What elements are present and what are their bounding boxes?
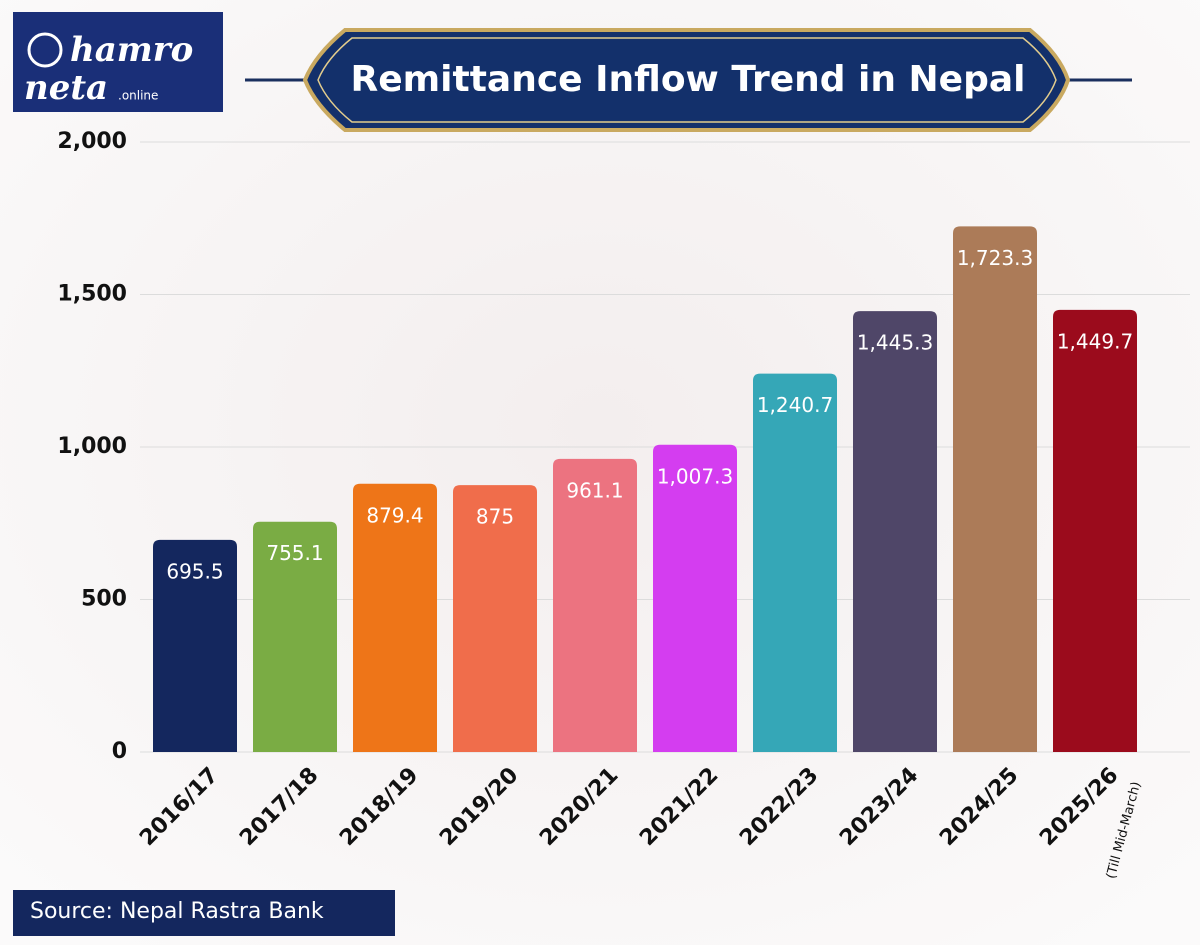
- logo-box: [13, 12, 223, 112]
- bar: [853, 311, 937, 752]
- value-label: 961.1: [566, 478, 623, 502]
- value-label: 1,007.3: [657, 464, 733, 488]
- bar: [1053, 309, 1137, 752]
- bar: [453, 485, 537, 752]
- value-label: 1,723.3: [957, 246, 1033, 270]
- value-label: 1,445.3: [857, 331, 933, 355]
- bar: [953, 226, 1037, 752]
- source: Source: Nepal Rastra Bank: [30, 899, 324, 924]
- value-label: 695.5: [166, 559, 223, 583]
- value-label: 879.4: [366, 503, 423, 527]
- y-tick-label: 1,000: [57, 434, 127, 459]
- bar: [753, 373, 837, 752]
- bar: [153, 539, 237, 752]
- chart-title: Remittance Inflow Trend in Nepal: [351, 59, 1026, 100]
- bar: [353, 483, 437, 752]
- y-tick-label: 2,000: [57, 129, 127, 154]
- logo-text: hamro: [70, 30, 193, 70]
- title-banner: [302, 28, 1071, 132]
- bar: [653, 444, 737, 752]
- bar: [553, 458, 637, 752]
- y-tick-label: 1,500: [57, 282, 127, 307]
- logo-suffix: .online: [118, 89, 158, 103]
- logo-globe: [27, 32, 63, 68]
- y-tick-label: 500: [81, 587, 127, 612]
- bar: [253, 521, 337, 752]
- value-label: 1,240.7: [757, 393, 833, 417]
- value-label: 875: [476, 505, 514, 529]
- title-banner-inner: [317, 37, 1057, 123]
- source-box: [13, 890, 395, 936]
- value-label: 1,449.7: [1057, 329, 1133, 353]
- value-label: 755.1: [266, 541, 323, 565]
- logo-text: neta: [24, 68, 108, 108]
- y-tick-label: 0: [112, 739, 127, 764]
